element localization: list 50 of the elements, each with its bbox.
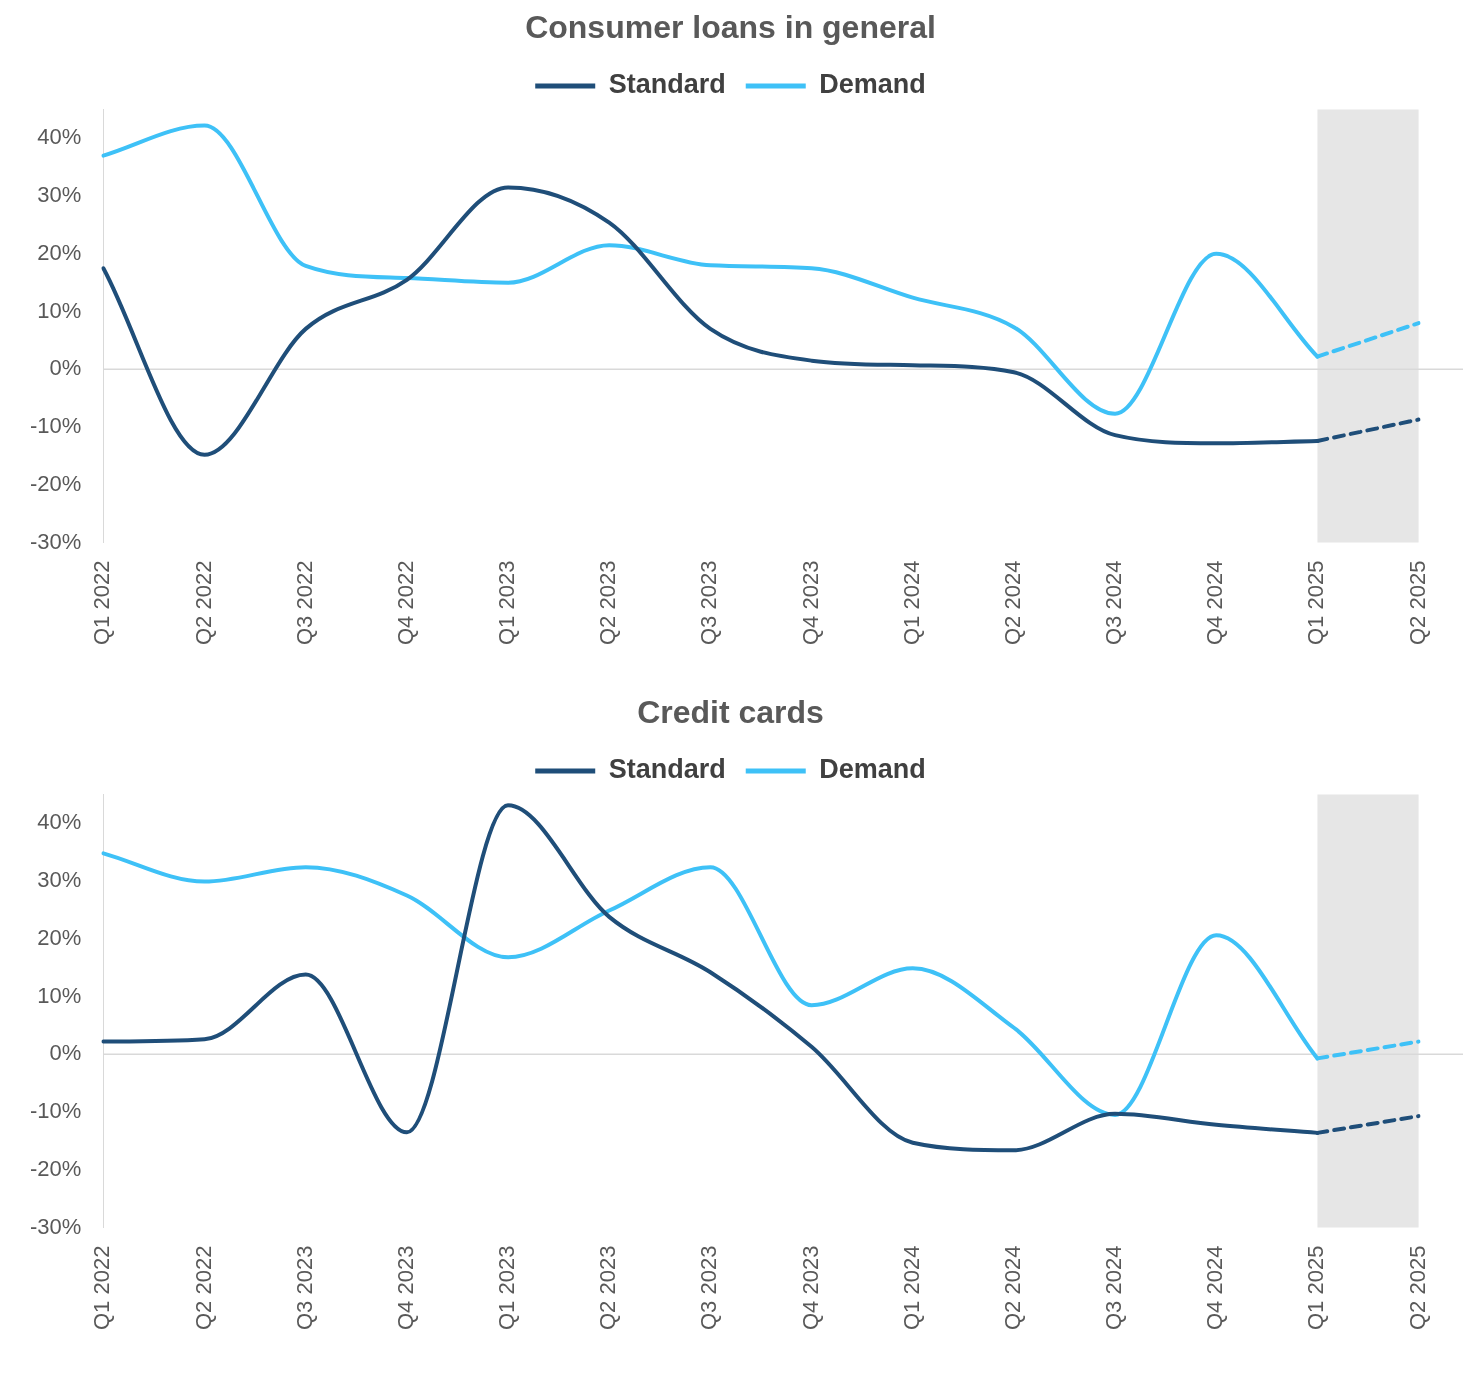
x-tick-label: Q1 2023: [494, 560, 520, 645]
legend-label: Standard: [608, 754, 726, 785]
x-tick-label: Q1 2024: [898, 560, 924, 645]
y-tick-label: -20%: [30, 1155, 82, 1181]
legend-label: Demand: [819, 69, 926, 100]
y-tick-label: 40%: [37, 809, 82, 835]
chart-title: Credit cards: [637, 694, 824, 731]
x-tick-label: Q2 2022: [190, 560, 216, 645]
x-tick-label: Q2 2023: [595, 560, 621, 645]
y-tick-label: 30%: [37, 182, 82, 208]
x-tick-label: Q3 2024: [1101, 560, 1127, 645]
y-tick-label: 30%: [37, 867, 82, 893]
x-tick-label: Q2 2024: [999, 560, 1025, 645]
y-tick-label: 0%: [49, 355, 82, 381]
x-tick-label: Q4 2023: [797, 560, 823, 645]
x-tick-label: Q1 2022: [89, 560, 115, 645]
x-tick-label: Q2 2023: [595, 1245, 621, 1330]
x-tick-label: Q4 2023: [797, 1245, 823, 1330]
y-tick-label: -10%: [30, 413, 82, 439]
x-tick-label: Q1 2023: [494, 1245, 520, 1330]
x-tick-label: Q4 2022: [392, 560, 418, 645]
x-tick-label: Q2 2024: [999, 1245, 1025, 1330]
x-tick-label: Q2 2025: [1404, 1245, 1430, 1330]
x-tick-label: Q3 2022: [291, 560, 317, 645]
x-tick-label: Q3 2024: [1101, 1245, 1127, 1330]
y-tick-label: 20%: [37, 239, 82, 265]
y-tick-label: 10%: [37, 297, 82, 323]
legend-label: Demand: [819, 754, 926, 785]
x-tick-label: Q2 2022: [190, 1245, 216, 1330]
x-tick-label: Q2 2025: [1404, 560, 1430, 645]
x-tick-label: Q1 2025: [1303, 1245, 1329, 1330]
chart-title: Consumer loans in general: [525, 9, 936, 46]
x-tick-label: Q4 2024: [1202, 1245, 1228, 1330]
x-tick-label: Q3 2023: [291, 1245, 317, 1330]
y-tick-label: -20%: [30, 470, 82, 496]
y-tick-label: -30%: [30, 528, 82, 554]
legend-label: Standard: [608, 69, 726, 100]
x-tick-label: Q4 2024: [1202, 560, 1228, 645]
x-tick-label: Q3 2023: [696, 1245, 722, 1330]
x-tick-label: Q3 2023: [696, 560, 722, 645]
y-tick-label: -30%: [30, 1213, 82, 1239]
x-tick-label: Q1 2024: [898, 1245, 924, 1330]
y-tick-label: 20%: [37, 924, 82, 950]
x-tick-label: Q1 2025: [1303, 560, 1329, 645]
y-tick-label: -10%: [30, 1098, 82, 1124]
x-tick-label: Q1 2022: [89, 1245, 115, 1330]
x-tick-label: Q4 2023: [392, 1245, 418, 1330]
y-tick-label: 10%: [37, 982, 82, 1008]
y-tick-label: 40%: [37, 124, 82, 150]
y-tick-label: 0%: [49, 1040, 82, 1066]
